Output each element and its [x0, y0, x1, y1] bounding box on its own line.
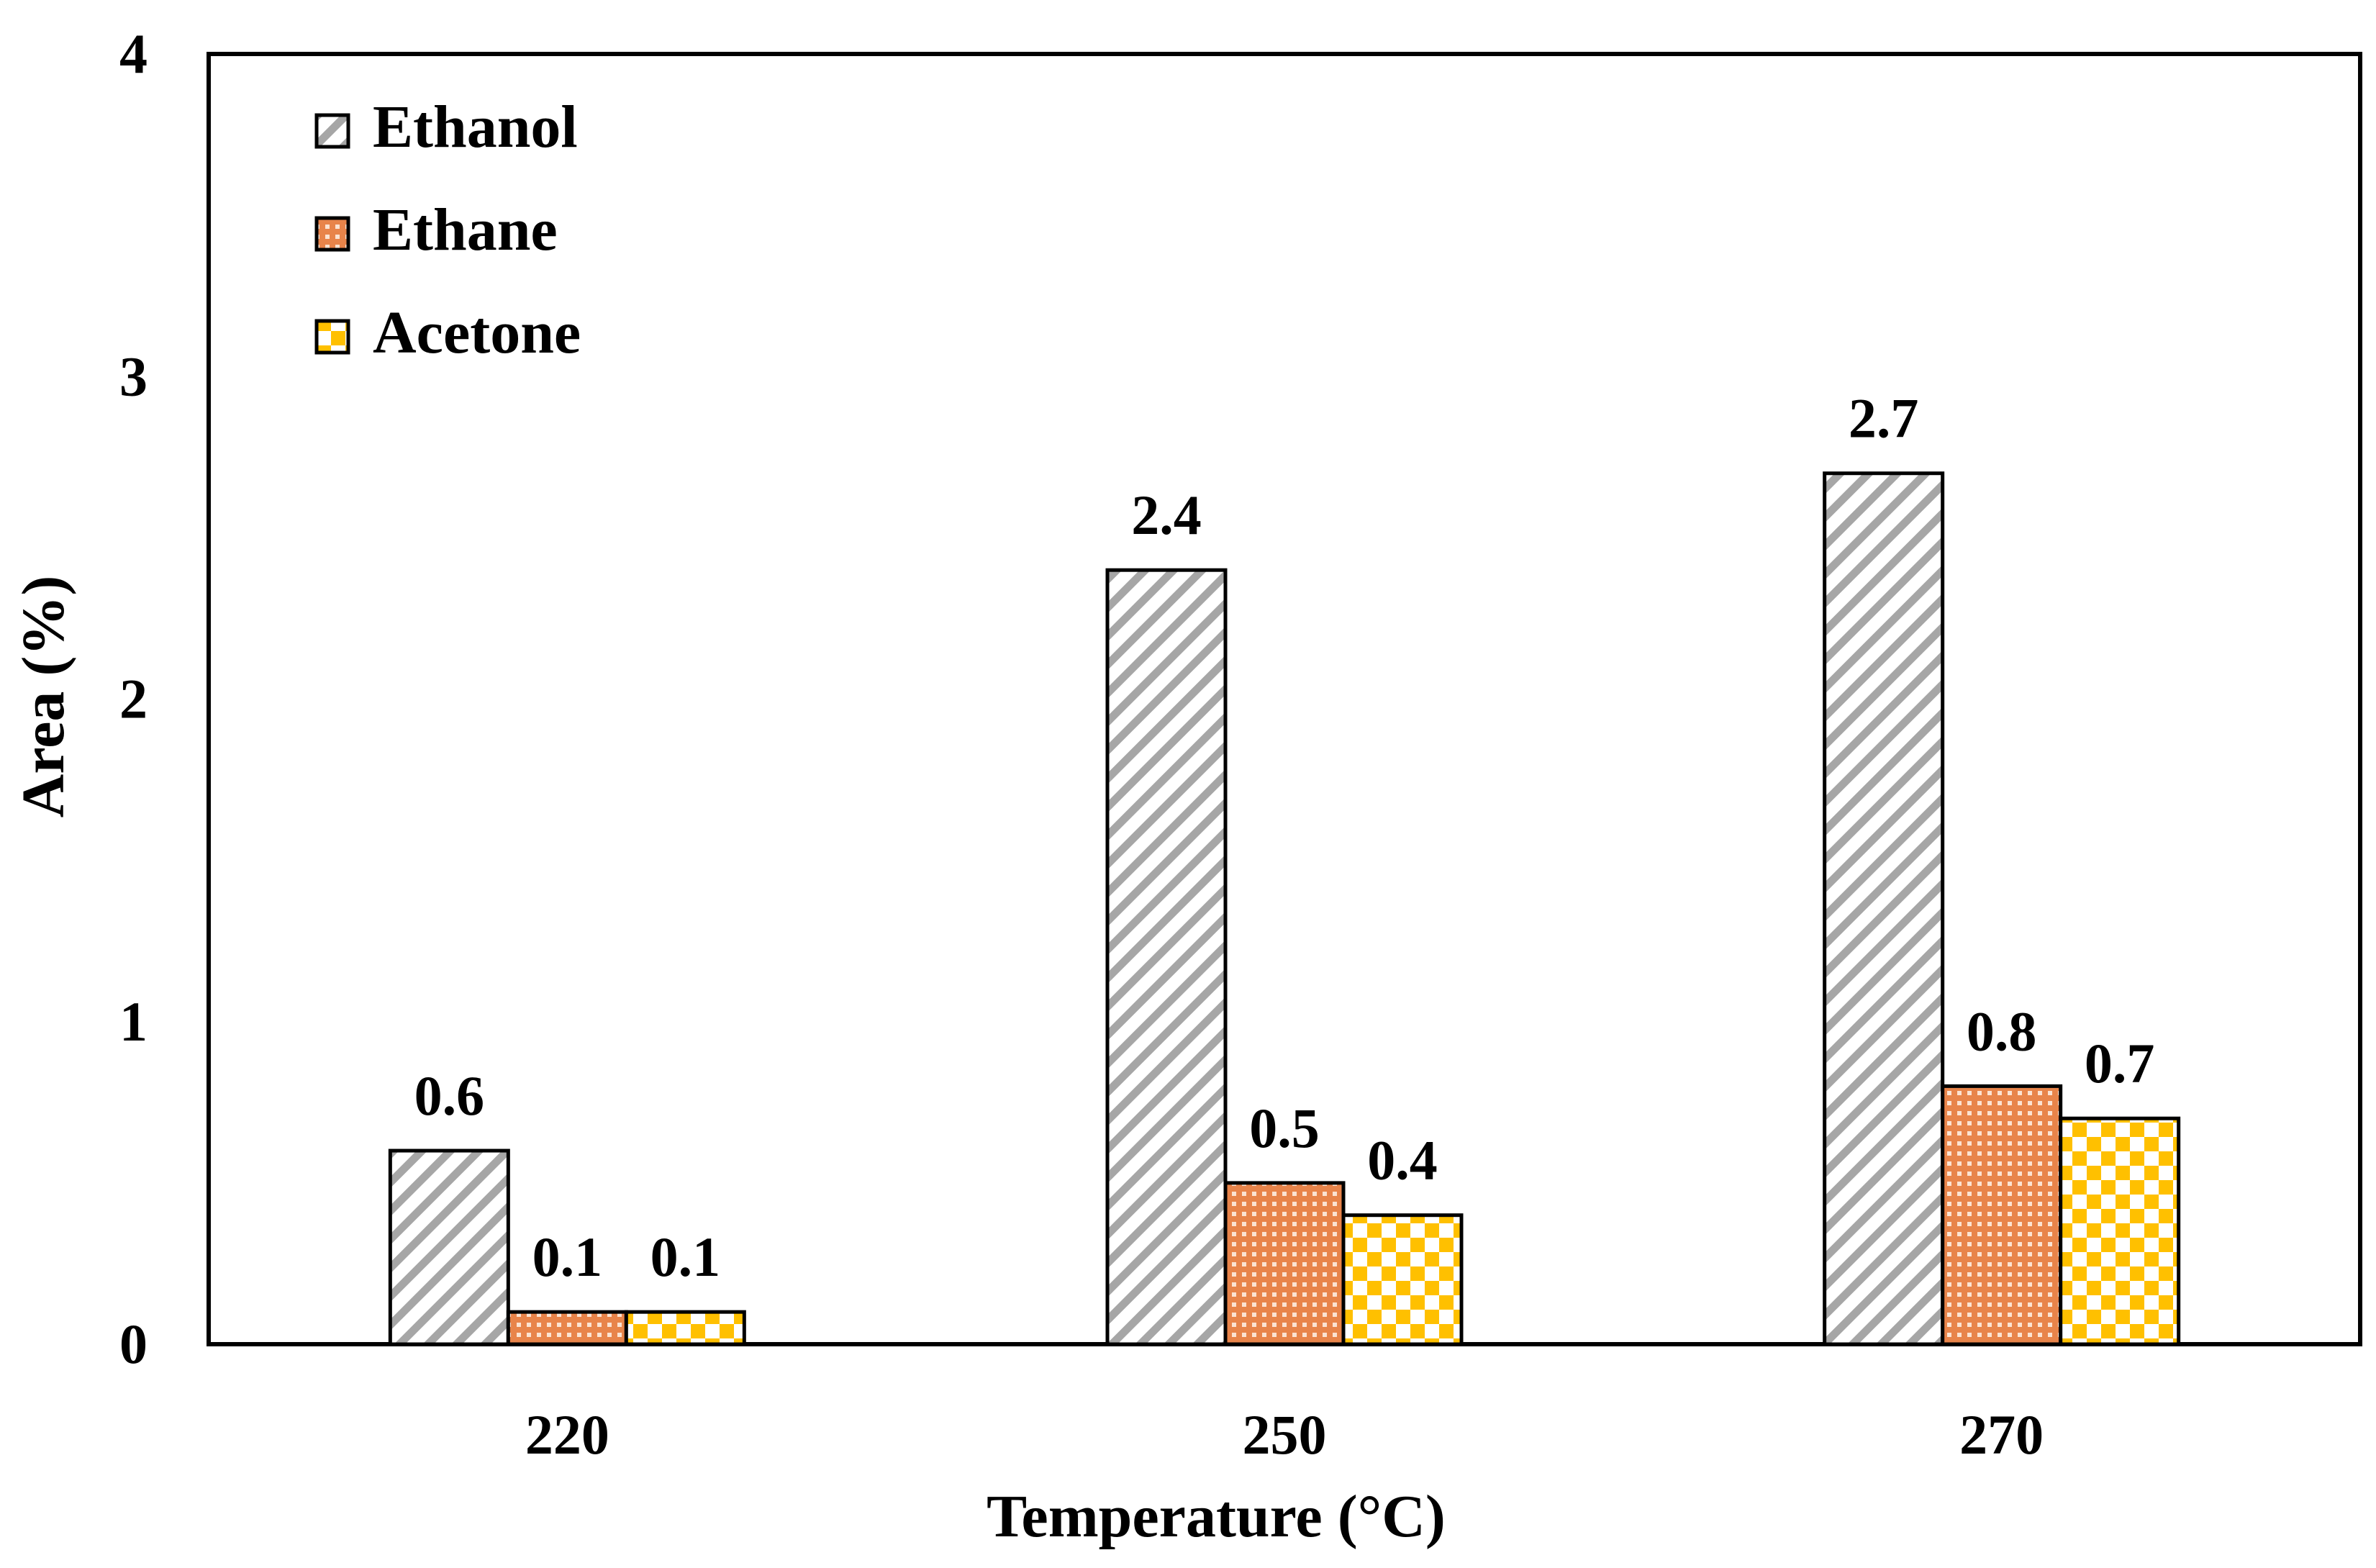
legend-swatch-ethanol — [314, 113, 350, 149]
data-label-ethanol-220: 0.6 — [414, 1064, 485, 1127]
x-axis-title: Temperature (°C) — [987, 1483, 1446, 1550]
x-tick-label: 270 — [1959, 1403, 2044, 1466]
x-axis-ticks: 220 250 270 — [525, 1403, 2044, 1466]
data-label-ethane-220: 0.1 — [532, 1225, 603, 1288]
data-labels: 0.6 0.1 0.1 2.4 0.5 0.4 2.7 0.8 0.7 — [414, 387, 2155, 1288]
y-axis-ticks: 0 1 2 3 4 — [119, 22, 148, 1375]
legend-label-ethane: Ethane — [373, 196, 558, 263]
y-tick-label: 0 — [119, 1313, 148, 1375]
y-axis-title: Area (%) — [10, 576, 77, 818]
bar-ethane-270 — [1941, 1084, 2063, 1346]
bar-acetone-250 — [1341, 1213, 1464, 1346]
bar-ethanol-270 — [1823, 471, 1945, 1346]
legend: Ethanol Ethane Acetone — [314, 94, 581, 366]
data-label-acetone-270: 0.7 — [2085, 1032, 2155, 1095]
legend-label-acetone: Acetone — [373, 299, 581, 366]
data-label-acetone-250: 0.4 — [1367, 1129, 1438, 1192]
bar-ethanol-220 — [388, 1148, 510, 1346]
y-tick-label: 2 — [119, 668, 148, 730]
x-tick-label: 250 — [1243, 1403, 1327, 1466]
y-tick-label: 1 — [119, 990, 148, 1053]
legend-label-ethanol: Ethanol — [373, 94, 578, 160]
bar-ethanol-250 — [1105, 568, 1228, 1346]
x-tick-label: 220 — [525, 1403, 609, 1466]
bar-acetone-220 — [624, 1310, 746, 1346]
data-label-ethane-270: 0.8 — [1967, 1000, 2037, 1062]
legend-swatch-acetone — [314, 319, 350, 355]
data-label-ethanol-250: 2.4 — [1131, 484, 1202, 546]
bar-group — [388, 471, 2181, 1346]
legend-swatch-ethane — [314, 216, 350, 252]
data-label-ethanol-270: 2.7 — [1849, 387, 1919, 450]
bar-ethane-220 — [506, 1310, 628, 1346]
data-label-ethane-250: 0.5 — [1249, 1097, 1320, 1159]
bar-acetone-270 — [2059, 1116, 2181, 1346]
data-label-acetone-220: 0.1 — [650, 1225, 721, 1288]
bar-ethane-250 — [1223, 1181, 1346, 1346]
y-tick-label: 3 — [119, 345, 148, 407]
y-tick-label: 4 — [119, 22, 148, 85]
